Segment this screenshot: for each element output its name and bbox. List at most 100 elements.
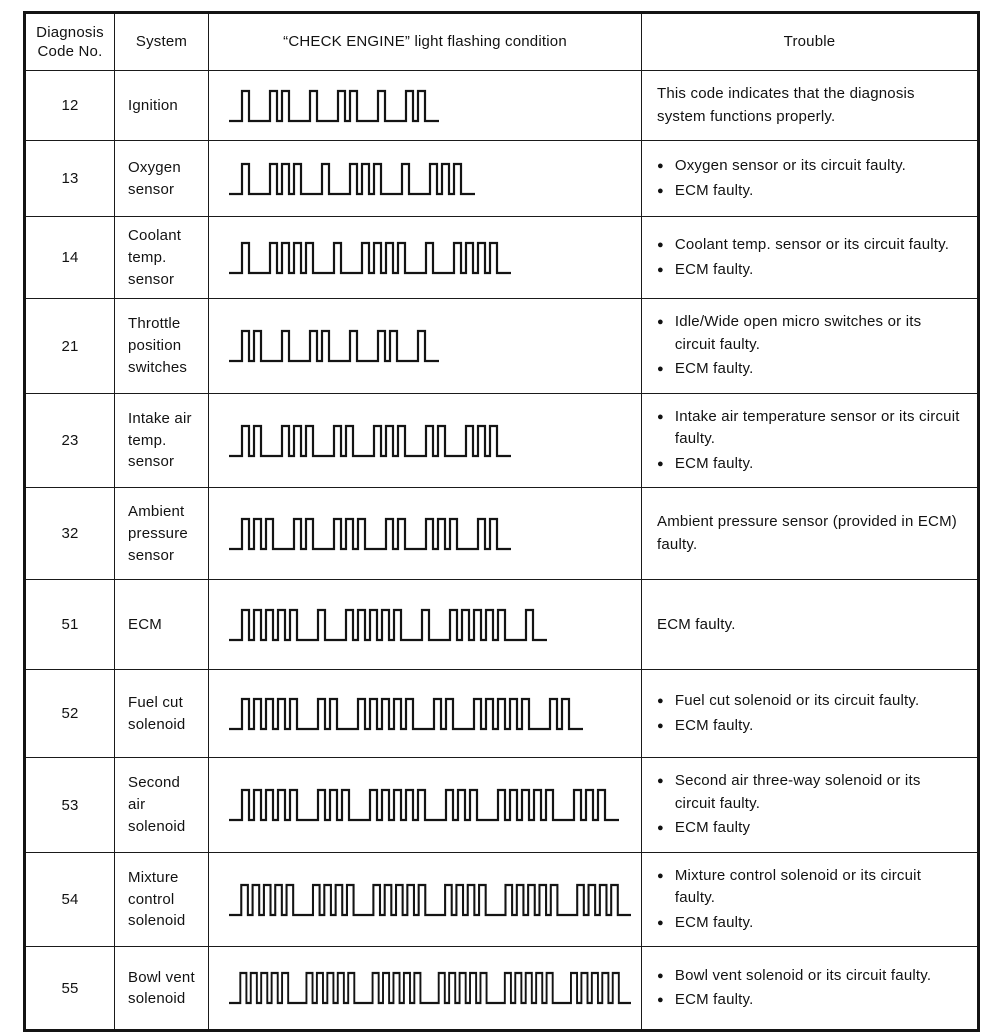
table-row: 54 Mixture control solenoid ● Mixture contr… bbox=[24, 851, 979, 948]
diagnosis-code-table: Diagnosis Code No. System “CHECK ENGINE”… bbox=[23, 11, 980, 1032]
trouble-text: ECM faulty. bbox=[674, 716, 754, 734]
trouble-item: ● ECM faulty. bbox=[657, 180, 965, 203]
system-cell: Second air solenoid bbox=[114, 757, 209, 853]
bullet-icon: ● bbox=[657, 363, 664, 376]
trouble-cell: ● Mixture control solenoid or its circuit… bbox=[641, 851, 979, 948]
trouble-text: Intake air temperature sensor or its cir… bbox=[674, 407, 960, 448]
flashing-condition-cell bbox=[208, 215, 642, 300]
system-cell: Bowl vent solenoid bbox=[114, 946, 209, 1032]
trouble-cell: ● Bowl vent solenoid or its circuit fault… bbox=[641, 946, 979, 1032]
diagnosis-code-cell: 23 bbox=[24, 392, 115, 489]
bullet-icon: ● bbox=[657, 719, 664, 732]
trouble-text: Ambient pressure sensor (provided in ECM… bbox=[657, 513, 957, 553]
flashing-condition-cell bbox=[208, 757, 642, 853]
diagnosis-code-cell: 14 bbox=[24, 215, 115, 300]
trouble-text: ECM faulty. bbox=[674, 181, 754, 199]
flash-pattern-waveform bbox=[229, 697, 583, 730]
flashing-condition-cell bbox=[208, 140, 642, 217]
bullet-icon: ● bbox=[657, 263, 664, 276]
trouble-item: ● Oxygen sensor or its circuit faulty. bbox=[657, 155, 965, 178]
bullet-icon: ● bbox=[657, 410, 664, 423]
flashing-condition-cell bbox=[208, 487, 642, 581]
bullet-icon: ● bbox=[657, 916, 664, 929]
flash-pattern-waveform bbox=[229, 241, 511, 274]
diagnosis-code-cell: 12 bbox=[24, 70, 115, 141]
trouble-text: ECM faulty. bbox=[657, 615, 736, 633]
trouble-item: ● Intake air temperature sensor or its ci… bbox=[657, 406, 965, 451]
trouble-text: ECM faulty. bbox=[674, 913, 754, 931]
bullet-icon: ● bbox=[657, 869, 664, 882]
table-row: 32 Ambient pressure sensor Ambient pressur… bbox=[24, 487, 979, 581]
trouble-text: ECM faulty bbox=[674, 819, 751, 837]
diagnosis-code-cell: 13 bbox=[24, 140, 115, 217]
diagnosis-code-cell: 55 bbox=[24, 946, 115, 1032]
diagnosis-code-cell: 52 bbox=[24, 669, 115, 759]
table-body: 12 Ignition This code indicates that the d… bbox=[24, 70, 979, 1032]
flashing-condition-cell bbox=[208, 392, 642, 489]
system-cell: Throttle position switches bbox=[114, 298, 209, 394]
trouble-cell: ● Second air three-way solenoid or its ci… bbox=[641, 757, 979, 853]
trouble-item: This code indicates that the diagnosis s… bbox=[657, 83, 965, 128]
trouble-text: Bowl vent solenoid or its circuit faulty… bbox=[674, 966, 932, 984]
trouble-item: ● ECM faulty. bbox=[657, 912, 965, 935]
diagnosis-code-cell: 53 bbox=[24, 757, 115, 853]
trouble-text: This code indicates that the diagnosis s… bbox=[657, 85, 915, 125]
bullet-icon: ● bbox=[657, 316, 664, 329]
trouble-text: Oxygen sensor or its circuit faulty. bbox=[674, 157, 907, 174]
diagnosis-code-cell: 32 bbox=[24, 487, 115, 581]
trouble-text: ECM faulty. bbox=[674, 454, 754, 472]
trouble-item: ● Second air three-way solenoid or its ci… bbox=[657, 770, 965, 815]
trouble-item: Ambient pressure sensor (provided in ECM… bbox=[657, 511, 965, 556]
trouble-item: ● Mixture control solenoid or its circuit… bbox=[657, 865, 965, 910]
flashing-condition-cell bbox=[208, 669, 642, 759]
trouble-text: Mixture control solenoid or its circuit … bbox=[674, 866, 922, 907]
trouble-item: ECM faulty. bbox=[657, 614, 965, 637]
bullet-icon: ● bbox=[657, 822, 664, 835]
flashing-condition-cell bbox=[208, 946, 642, 1032]
trouble-item: ● Bowl vent solenoid or its circuit fault… bbox=[657, 965, 965, 988]
system-cell: Intake air temp. sensor bbox=[114, 392, 209, 489]
trouble-item: ● ECM faulty. bbox=[657, 358, 965, 381]
trouble-cell: ● Fuel cut solenoid or its circuit faulty… bbox=[641, 669, 979, 759]
trouble-text: ECM faulty. bbox=[674, 991, 754, 1009]
table-row: 52 Fuel cut solenoid ● Fuel cut solenoid or… bbox=[24, 669, 979, 759]
system-cell: Ambient pressure sensor bbox=[114, 487, 209, 581]
flash-pattern-waveform bbox=[229, 972, 631, 1005]
system-cell: Coolant temp. sensor bbox=[114, 215, 209, 300]
trouble-cell: ● Oxygen sensor or its circuit faulty. ● EC… bbox=[641, 140, 979, 217]
diagnosis-code-page: Diagnosis Code No. System “CHECK ENGINE”… bbox=[23, 11, 980, 1032]
trouble-cell: Ambient pressure sensor (provided in ECM… bbox=[641, 487, 979, 581]
trouble-item: ● ECM faulty bbox=[657, 817, 965, 840]
col-header-diagnosis-code: Diagnosis Code No. bbox=[24, 12, 115, 71]
diagnosis-code-cell: 21 bbox=[24, 298, 115, 394]
flash-pattern-waveform bbox=[229, 424, 511, 457]
bullet-icon: ● bbox=[657, 457, 664, 470]
bullet-icon: ● bbox=[657, 695, 664, 708]
trouble-text: Coolant temp. sensor or its circuit faul… bbox=[674, 236, 950, 254]
system-cell: Fuel cut solenoid bbox=[114, 669, 209, 759]
diagnosis-code-cell: 51 bbox=[24, 579, 115, 671]
trouble-item: ● Idle/Wide open micro switches or its ci… bbox=[657, 311, 965, 356]
col-header-flashing-condition: “CHECK ENGINE” light flashing condition bbox=[208, 12, 642, 71]
table-row: 21 Throttle position switches ● Idle/Wide o… bbox=[24, 298, 979, 394]
trouble-text: ECM faulty. bbox=[674, 260, 754, 278]
col-header-system: System bbox=[114, 12, 209, 71]
header-row: Diagnosis Code No. System “CHECK ENGINE”… bbox=[24, 12, 979, 71]
system-cell: Oxygen sensor bbox=[114, 140, 209, 217]
system-cell: ECM bbox=[114, 579, 209, 671]
table-row: 23 Intake air temp. sensor ● Intake air tem… bbox=[24, 392, 979, 489]
trouble-text: Second air three-way solenoid or its cir… bbox=[674, 772, 921, 812]
trouble-item: ● ECM faulty. bbox=[657, 715, 965, 738]
trouble-cell: ● Idle/Wide open micro switches or its ci… bbox=[641, 298, 979, 394]
table-row: 13 Oxygen sensor ● Oxygen sensor or its cir… bbox=[24, 140, 979, 217]
table-row: 53 Second air solenoid ● Second air three-w… bbox=[24, 757, 979, 853]
diagnosis-code-cell: 54 bbox=[24, 851, 115, 948]
trouble-item: ● Coolant temp. sensor or its circuit fau… bbox=[657, 234, 965, 257]
flash-pattern-waveform bbox=[229, 89, 439, 122]
trouble-item: ● ECM faulty. bbox=[657, 259, 965, 282]
bullet-icon: ● bbox=[657, 239, 664, 252]
system-cell: Mixture control solenoid bbox=[114, 851, 209, 948]
bullet-icon: ● bbox=[657, 160, 664, 172]
flashing-condition-cell bbox=[208, 70, 642, 141]
table-row: 12 Ignition This code indicates that the d… bbox=[24, 70, 979, 141]
